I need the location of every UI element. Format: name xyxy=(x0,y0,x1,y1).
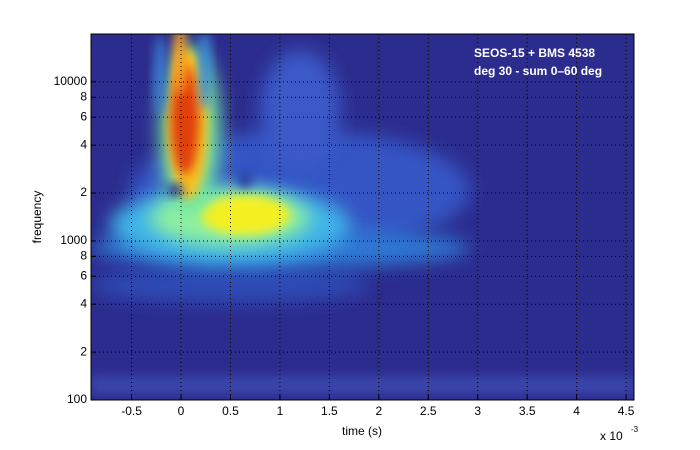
x-tick-label: 1 xyxy=(277,404,284,418)
y-tick-label: 4 xyxy=(80,137,87,151)
x-tick-label: 1.5 xyxy=(321,404,338,418)
x-tick-label: 4.5 xyxy=(618,404,635,418)
heat-blob xyxy=(200,195,290,235)
y-tick-label: 10000 xyxy=(54,74,88,88)
heat-streak xyxy=(199,34,211,110)
x-exponent-power: -3 xyxy=(631,425,639,434)
y-tick-label: 2 xyxy=(80,185,87,199)
heat-streak xyxy=(260,50,340,170)
heat-blob xyxy=(91,267,370,303)
y-tick-label: 6 xyxy=(80,109,87,123)
heat-streak xyxy=(173,34,187,95)
y-tick-label: 4 xyxy=(80,296,87,310)
heat-field xyxy=(91,34,634,394)
x-exponent-base: x 10 xyxy=(600,429,623,443)
heat-band xyxy=(91,376,634,394)
y-axis-label: frequency xyxy=(30,191,44,244)
y-tick-label: 8 xyxy=(80,249,87,263)
annotation: SEOS-15 + BMS 4538 xyxy=(474,46,595,60)
x-axis-label: time (s) xyxy=(342,424,382,438)
y-tick-label: 2 xyxy=(80,344,87,358)
annotation: deg 30 - sum 0–60 deg xyxy=(474,64,602,78)
x-tick-label: 4 xyxy=(573,404,580,418)
heat-streak xyxy=(154,35,166,115)
heat-hole xyxy=(238,172,252,188)
x-tick-label: 2.5 xyxy=(420,404,437,418)
x-tick-label: 3.5 xyxy=(519,404,536,418)
y-tick-label: 100 xyxy=(67,392,87,406)
x-tick-label: 0.5 xyxy=(222,404,239,418)
plot-border xyxy=(90,33,635,401)
x-tick-label: 2 xyxy=(375,404,382,418)
y-tick-label: 6 xyxy=(80,268,87,282)
x-tick-label: -0.5 xyxy=(121,404,142,418)
y-tick-label: 8 xyxy=(80,89,87,103)
x-tick-label: 0 xyxy=(178,404,185,418)
x-tick-label: 3 xyxy=(474,404,481,418)
y-tick-label: 1000 xyxy=(60,233,87,247)
